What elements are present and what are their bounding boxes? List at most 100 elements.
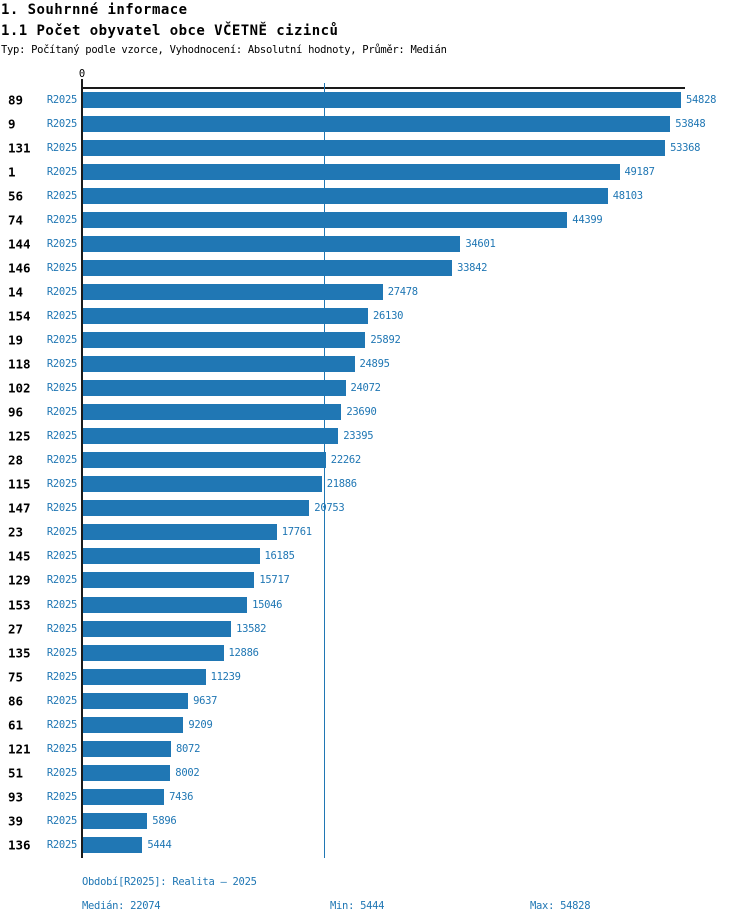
value-bar [83, 812, 148, 829]
value-bar [83, 283, 383, 300]
row-id-label: 51 [8, 765, 24, 781]
bar-row: 51 R2025 8002 [0, 761, 750, 785]
row-id-label: 131 [8, 140, 31, 156]
row-value-label: 12886 [228, 646, 259, 659]
value-bar [83, 428, 339, 445]
bar-row: 147 R2025 20753 [0, 496, 750, 520]
axis-zero-label: 0 [78, 68, 86, 80]
bar-row: 86 R2025 9637 [0, 689, 750, 713]
row-value-label: 23690 [346, 406, 377, 419]
bar-row: 102 R2025 24072 [0, 376, 750, 400]
value-bar [83, 211, 568, 228]
row-value-label: 44399 [572, 213, 603, 226]
bar-row: 56 R2025 48103 [0, 184, 750, 208]
row-id-label: 145 [8, 548, 31, 564]
chart-meta-line: Typ: Počítaný podle vzorce, Vyhodnocení:… [1, 44, 447, 56]
value-bar [83, 740, 171, 757]
row-id-label: 28 [8, 452, 24, 468]
bar-row: 154 R2025 26130 [0, 304, 750, 328]
row-id-label: 19 [8, 332, 24, 348]
bar-row: 96 R2025 23690 [0, 400, 750, 424]
row-id-label: 74 [8, 212, 24, 228]
value-bar [83, 404, 342, 421]
row-id-label: 154 [8, 308, 31, 324]
bar-row: 74 R2025 44399 [0, 208, 750, 232]
bar-row: 153 R2025 15046 [0, 592, 750, 616]
row-id-label: 89 [8, 92, 24, 108]
value-bar [83, 139, 666, 156]
row-value-label: 23395 [343, 430, 374, 443]
row-value-label: 17761 [281, 526, 312, 539]
row-value-label: 26130 [373, 309, 404, 322]
row-id-label: 118 [8, 356, 31, 372]
row-id-label: 115 [8, 476, 31, 492]
row-id-label: 96 [8, 404, 24, 420]
row-value-label: 53368 [670, 141, 701, 154]
row-value-label: 21886 [326, 478, 357, 491]
bar-row: 27 R2025 13582 [0, 617, 750, 641]
row-id-label: 135 [8, 645, 31, 661]
row-period-label: R2025 [46, 790, 77, 803]
row-value-label: 24895 [359, 358, 390, 371]
row-id-label: 125 [8, 428, 31, 444]
value-bar [83, 452, 326, 469]
value-bar [83, 644, 224, 661]
bar-row: 118 R2025 24895 [0, 352, 750, 376]
row-id-label: 9 [8, 116, 16, 132]
footer-max-label: Max: 54828 [530, 900, 591, 912]
row-id-label: 93 [8, 789, 24, 805]
row-period-label: R2025 [46, 333, 77, 346]
row-value-label: 11239 [210, 670, 241, 683]
value-bar [83, 163, 620, 180]
row-value-label: 8072 [176, 742, 201, 755]
bar-row: 129 R2025 15717 [0, 568, 750, 592]
row-id-label: 56 [8, 188, 24, 204]
bar-row: 89 R2025 54828 [0, 88, 750, 112]
footer-min-label: Min: 5444 [330, 900, 385, 912]
value-bar [83, 596, 248, 613]
bar-row: 28 R2025 22262 [0, 448, 750, 472]
row-period-label: R2025 [46, 838, 77, 851]
value-bar [83, 331, 366, 348]
row-value-label: 8002 [175, 766, 200, 779]
value-bar [83, 836, 143, 853]
value-bar [83, 668, 206, 685]
row-id-label: 75 [8, 669, 24, 685]
value-bar [83, 356, 355, 373]
bar-row: 61 R2025 9209 [0, 713, 750, 737]
row-value-label: 24072 [350, 382, 381, 395]
row-value-label: 5896 [152, 814, 177, 827]
bar-row: 136 R2025 5444 [0, 833, 750, 857]
row-value-label: 34601 [465, 237, 496, 250]
row-period-label: R2025 [46, 502, 77, 515]
row-id-label: 129 [8, 572, 31, 588]
row-value-label: 33842 [457, 261, 488, 274]
value-bar [83, 476, 322, 493]
row-value-label: 15046 [252, 598, 283, 611]
value-bar [83, 692, 189, 709]
row-period-label: R2025 [46, 358, 77, 371]
row-id-label: 86 [8, 693, 24, 709]
row-period-label: R2025 [46, 766, 77, 779]
row-period-label: R2025 [46, 646, 77, 659]
row-id-label: 39 [8, 813, 24, 829]
row-value-label: 9637 [193, 694, 218, 707]
row-period-label: R2025 [46, 382, 77, 395]
row-id-label: 153 [8, 597, 31, 612]
bar-row: 125 R2025 23395 [0, 424, 750, 448]
row-period-label: R2025 [46, 670, 77, 683]
row-period-label: R2025 [46, 309, 77, 322]
row-value-label: 5444 [147, 838, 172, 851]
value-bar [83, 187, 608, 204]
row-period-label: R2025 [46, 526, 77, 539]
row-period-label: R2025 [46, 574, 77, 587]
value-bar [83, 716, 184, 733]
value-bar [83, 500, 310, 517]
row-id-label: 1 [8, 164, 16, 180]
row-value-label: 48103 [612, 189, 643, 202]
row-id-label: 61 [8, 717, 24, 733]
row-period-label: R2025 [46, 213, 77, 226]
value-bar [83, 620, 232, 637]
row-period-label: R2025 [46, 742, 77, 755]
value-bar [83, 91, 681, 108]
